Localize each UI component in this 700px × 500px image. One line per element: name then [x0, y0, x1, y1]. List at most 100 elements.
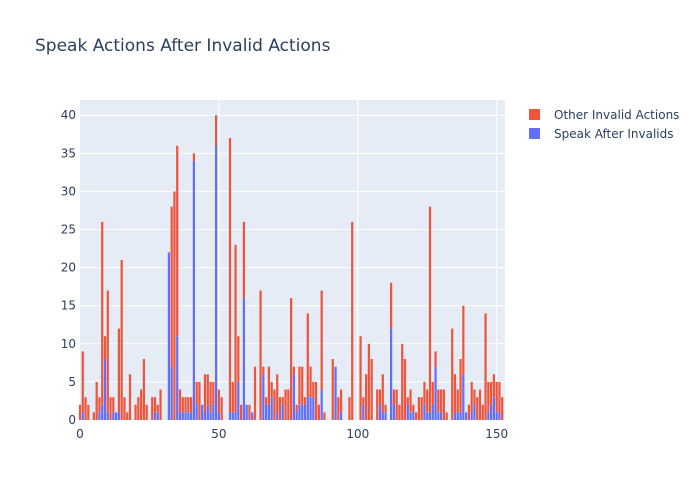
bar-speak-after-invalids[interactable]: [237, 381, 240, 420]
bar-speak-after-invalids[interactable]: [81, 412, 84, 420]
bar-other-invalid-actions[interactable]: [231, 381, 234, 413]
bar-speak-after-invalids[interactable]: [487, 412, 490, 420]
bar-other-invalid-actions[interactable]: [298, 366, 301, 405]
bar-speak-after-invalids[interactable]: [201, 404, 204, 420]
bar-speak-after-invalids[interactable]: [195, 404, 198, 420]
bar-speak-after-invalids[interactable]: [390, 328, 393, 420]
bar-other-invalid-actions[interactable]: [190, 397, 193, 413]
bar-other-invalid-actions[interactable]: [278, 397, 282, 420]
bar-speak-after-invalids[interactable]: [234, 412, 237, 420]
bar-other-invalid-actions[interactable]: [459, 359, 462, 413]
bar-other-invalid-actions[interactable]: [365, 374, 368, 420]
bar-speak-after-invalids[interactable]: [209, 412, 212, 420]
bar-other-invalid-actions[interactable]: [423, 381, 426, 405]
bar-other-invalid-actions[interactable]: [117, 328, 120, 413]
bar-other-invalid-actions[interactable]: [484, 313, 487, 420]
bar-speak-after-invalids[interactable]: [498, 412, 501, 420]
bar-other-invalid-actions[interactable]: [151, 397, 154, 420]
bar-other-invalid-actions[interactable]: [476, 397, 479, 420]
bar-other-invalid-actions[interactable]: [242, 221, 245, 299]
bar-speak-after-invalids[interactable]: [495, 412, 498, 420]
bar-other-invalid-actions[interactable]: [323, 412, 326, 420]
bar-speak-after-invalids[interactable]: [292, 374, 295, 420]
bar-other-invalid-actions[interactable]: [253, 366, 257, 420]
bar-speak-after-invalids[interactable]: [215, 145, 218, 420]
bar-other-invalid-actions[interactable]: [212, 381, 215, 405]
bar-speak-after-invalids[interactable]: [262, 374, 265, 420]
bar-other-invalid-actions[interactable]: [306, 313, 309, 398]
bar-speak-after-invalids[interactable]: [462, 374, 465, 420]
bar-speak-after-invalids[interactable]: [440, 412, 443, 420]
bar-other-invalid-actions[interactable]: [95, 381, 98, 420]
bar-other-invalid-actions[interactable]: [78, 404, 82, 420]
bar-speak-after-invalids[interactable]: [228, 412, 232, 420]
bar-other-invalid-actions[interactable]: [351, 221, 354, 420]
bar-other-invalid-actions[interactable]: [203, 374, 207, 413]
bar-speak-after-invalids[interactable]: [181, 412, 184, 420]
legend[interactable]: Other Invalid Actions Speak After Invalid…: [529, 108, 679, 141]
bar-other-invalid-actions[interactable]: [284, 389, 287, 420]
bar-other-invalid-actions[interactable]: [134, 404, 137, 420]
bar-other-invalid-actions[interactable]: [401, 343, 404, 420]
bar-other-invalid-actions[interactable]: [248, 404, 251, 420]
bar-other-invalid-actions[interactable]: [412, 404, 415, 413]
bar-other-invalid-actions[interactable]: [473, 389, 476, 405]
bar-other-invalid-actions[interactable]: [431, 381, 434, 405]
bar-other-invalid-actions[interactable]: [123, 397, 126, 420]
bar-speak-after-invalids[interactable]: [267, 404, 270, 420]
bar-other-invalid-actions[interactable]: [303, 397, 307, 405]
bar-other-invalid-actions[interactable]: [492, 374, 495, 398]
bar-speak-after-invalids[interactable]: [459, 412, 462, 420]
bar-speak-after-invalids[interactable]: [206, 404, 209, 420]
bar-other-invalid-actions[interactable]: [378, 389, 382, 405]
bar-speak-after-invalids[interactable]: [242, 298, 245, 420]
bar-other-invalid-actions[interactable]: [395, 389, 398, 420]
bar-speak-after-invalids[interactable]: [437, 412, 440, 420]
bar-other-invalid-actions[interactable]: [312, 381, 315, 398]
bar-other-invalid-actions[interactable]: [276, 374, 279, 413]
bar-other-invalid-actions[interactable]: [142, 359, 145, 420]
bar-other-invalid-actions[interactable]: [309, 366, 312, 398]
bar-other-invalid-actions[interactable]: [195, 381, 198, 405]
bar-other-invalid-actions[interactable]: [281, 397, 284, 405]
bar-speak-after-invalids[interactable]: [473, 404, 476, 420]
bar-speak-after-invalids[interactable]: [106, 412, 109, 420]
bar-other-invalid-actions[interactable]: [384, 404, 387, 413]
bar-other-invalid-actions[interactable]: [456, 389, 459, 413]
bar-other-invalid-actions[interactable]: [495, 381, 498, 413]
bar-other-invalid-actions[interactable]: [234, 244, 237, 413]
bar-speak-after-invalids[interactable]: [434, 366, 437, 420]
bar-other-invalid-actions[interactable]: [287, 389, 290, 420]
bar-speak-after-invalids[interactable]: [156, 412, 159, 420]
bar-speak-after-invalids[interactable]: [431, 404, 434, 420]
bar-speak-after-invalids[interactable]: [470, 412, 473, 420]
bar-other-invalid-actions[interactable]: [370, 359, 373, 420]
bar-other-invalid-actions[interactable]: [198, 381, 201, 420]
bar-other-invalid-actions[interactable]: [101, 221, 104, 405]
bar-speak-after-invalids[interactable]: [112, 412, 115, 420]
bar-speak-after-invalids[interactable]: [98, 412, 101, 420]
bar-other-invalid-actions[interactable]: [428, 206, 432, 413]
bar-other-invalid-actions[interactable]: [267, 366, 270, 405]
bar-other-invalid-actions[interactable]: [187, 397, 190, 413]
bar-other-invalid-actions[interactable]: [498, 381, 501, 413]
bar-other-invalid-actions[interactable]: [434, 351, 437, 367]
bar-other-invalid-actions[interactable]: [192, 153, 195, 161]
bar-other-invalid-actions[interactable]: [403, 359, 407, 420]
bar-other-invalid-actions[interactable]: [451, 328, 454, 420]
bar-speak-after-invalids[interactable]: [245, 404, 248, 420]
bar-other-invalid-actions[interactable]: [228, 138, 232, 413]
bar-other-invalid-actions[interactable]: [445, 412, 448, 420]
bar-other-invalid-actions[interactable]: [376, 389, 379, 420]
bar-other-invalid-actions[interactable]: [176, 145, 179, 337]
bar-other-invalid-actions[interactable]: [128, 374, 132, 420]
bar-other-invalid-actions[interactable]: [98, 397, 101, 413]
bar-other-invalid-actions[interactable]: [442, 389, 445, 420]
bar-other-invalid-actions[interactable]: [259, 290, 262, 420]
bar-speak-after-invalids[interactable]: [423, 404, 426, 420]
bar-speak-after-invalids[interactable]: [203, 412, 207, 420]
bar-speak-after-invalids[interactable]: [426, 412, 429, 420]
bar-other-invalid-actions[interactable]: [398, 404, 401, 420]
bar-speak-after-invalids[interactable]: [178, 412, 182, 420]
bar-other-invalid-actions[interactable]: [292, 366, 295, 375]
